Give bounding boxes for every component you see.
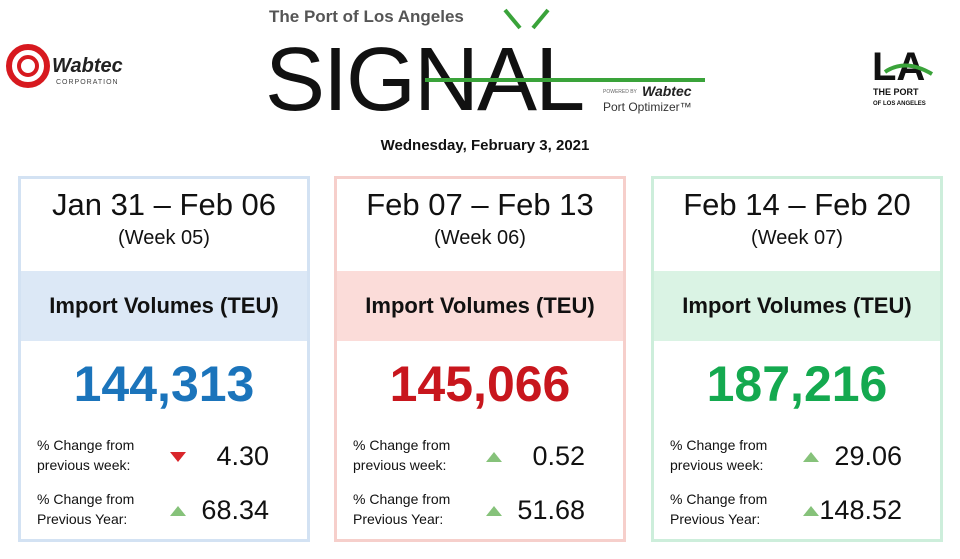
week-label: (Week 06) <box>434 227 526 249</box>
import-value: 187,216 <box>706 356 888 412</box>
la-logo: LA THE PORT OF LOS ANGELES <box>872 45 934 107</box>
trend-arrow <box>803 452 819 462</box>
powered-by: POWERED BY <box>603 89 638 95</box>
import-value: 144,313 <box>73 356 255 412</box>
card-body <box>21 341 307 539</box>
change-label-line1: % Change from <box>37 437 135 453</box>
date: Wednesday, February 3, 2021 <box>381 137 590 154</box>
card-header: Feb 07 – Feb 13 (Week 06) <box>337 179 623 271</box>
change-value: 148.52 <box>819 495 902 525</box>
change-label: % Change from previous week: <box>670 435 767 475</box>
card-header: Feb 14 – Feb 20 (Week 07) <box>654 179 940 271</box>
kicker: The Port of Los Angeles <box>269 7 464 26</box>
product: Port Optimizer™ <box>603 100 692 114</box>
change-label-line2: previous week: <box>37 457 131 473</box>
change-label-line1: % Change from <box>670 437 768 453</box>
change-label-line2: Previous Year: <box>353 511 444 527</box>
change-label: % Change from previous week: <box>37 435 134 475</box>
header: Wabtec CORPORATION The Port of Los Angel… <box>6 7 934 154</box>
card-header: Jan 31 – Feb 06 (Week 05) <box>21 179 307 271</box>
change-value: 4.30 <box>216 441 269 471</box>
change-value: 0.52 <box>532 441 585 471</box>
trend-arrow-shape <box>170 452 186 462</box>
card-body <box>654 341 940 539</box>
week-label: (Week 07) <box>751 227 843 249</box>
la-line1: THE PORT <box>873 87 919 97</box>
powered-brand: Wabtec <box>642 83 692 99</box>
change-label-line2: Previous Year: <box>37 511 128 527</box>
change-label-line2: Previous Year: <box>670 511 761 527</box>
trend-arrow <box>486 506 502 516</box>
change-label-line1: % Change from <box>670 491 768 507</box>
card-body <box>337 341 623 539</box>
import-value: 145,066 <box>389 356 571 412</box>
change-label: % Change from Previous Year: <box>670 489 767 529</box>
change-value: 51.68 <box>517 495 585 525</box>
date-range: Feb 07 – Feb 13 <box>366 187 594 222</box>
change-label: % Change from Previous Year: <box>37 489 134 529</box>
trend-arrow-shape <box>803 506 819 516</box>
card: Feb 07 – Feb 13 (Week 06) Import Volumes (… <box>334 176 626 542</box>
trend-arrow <box>170 452 186 462</box>
change-label-line1: % Change from <box>353 491 451 507</box>
metric-label: Import Volumes (TEU) <box>654 271 940 341</box>
change-label: % Change from previous week: <box>353 435 450 475</box>
trend-arrow <box>486 452 502 462</box>
trend-arrow-shape <box>170 506 186 516</box>
date-range: Feb 14 – Feb 20 <box>683 187 911 222</box>
card: Feb 14 – Feb 20 (Week 07) Import Volumes (… <box>651 176 943 542</box>
change-label-line2: previous week: <box>670 457 764 473</box>
metric-label: Import Volumes (TEU) <box>337 271 623 341</box>
la-line2: OF LOS ANGELES <box>873 101 926 107</box>
change-label-line2: previous week: <box>353 457 447 473</box>
metric-label: Import Volumes (TEU) <box>21 271 307 341</box>
week-label: (Week 05) <box>118 227 210 249</box>
trend-arrow <box>170 506 186 516</box>
change-label: % Change from Previous Year: <box>353 489 450 529</box>
change-value: 29.06 <box>834 441 902 471</box>
change-value: 68.34 <box>201 495 269 525</box>
logo-x <box>503 8 550 30</box>
trend-arrow-shape <box>486 506 502 516</box>
date-range: Jan 31 – Feb 06 <box>51 187 277 222</box>
wabtec-logo: Wabtec CORPORATION <box>6 44 123 88</box>
change-label-line1: % Change from <box>37 491 135 507</box>
change-label-line1: % Change from <box>353 437 451 453</box>
wabtec-name: Wabtec <box>52 55 123 77</box>
card: Jan 31 – Feb 06 (Week 05) Import Volumes (… <box>18 176 310 542</box>
trend-arrow-shape <box>486 452 502 462</box>
wabtec-sub: CORPORATION <box>56 79 119 86</box>
trend-arrow <box>803 506 819 516</box>
trend-arrow-shape <box>803 452 819 462</box>
